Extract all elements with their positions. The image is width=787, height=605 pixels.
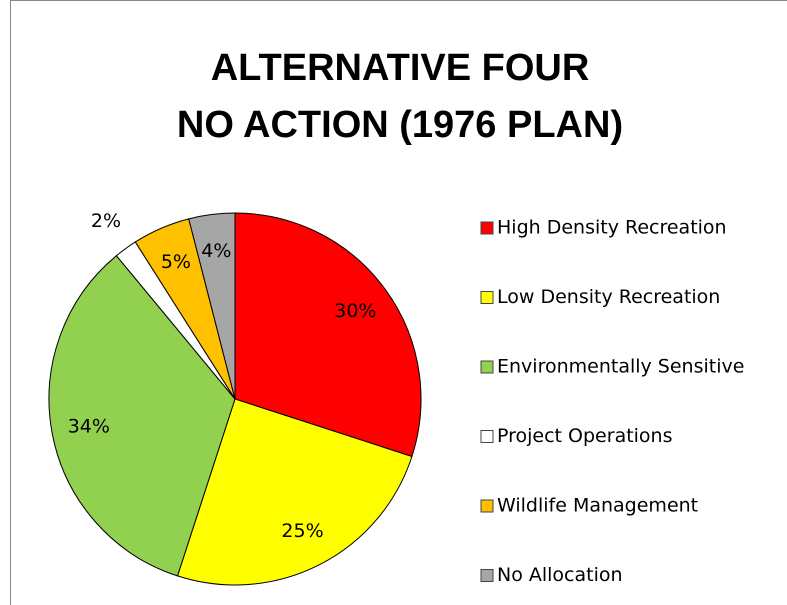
legend-label: High Density Recreation	[497, 217, 727, 239]
legend-swatch	[480, 430, 494, 443]
legend-swatch	[480, 291, 494, 304]
legend-label: Wildlife Management	[497, 495, 698, 517]
data-label: 34%	[68, 415, 110, 437]
legend-swatch	[480, 569, 494, 582]
legend-swatch	[480, 499, 494, 513]
legend-swatch	[480, 360, 494, 374]
legend-label: Project Operations	[497, 425, 673, 447]
data-label: 30%	[334, 300, 376, 322]
data-label: 25%	[281, 520, 323, 542]
chart-title: ALTERNATIVE FOUR	[211, 47, 590, 89]
legend-label: Low Density Recreation	[497, 286, 720, 308]
chart-title: NO ACTION (1976 PLAN)	[177, 104, 623, 146]
data-label: 5%	[161, 251, 191, 273]
pie-slice	[188, 212, 236, 400]
data-label: 2%	[91, 210, 121, 232]
pie-slice	[48, 254, 236, 577]
pie-slice	[234, 212, 422, 458]
legend-label: Environmentally Sensitive	[497, 356, 744, 378]
legend-swatch	[480, 221, 494, 235]
data-label: 4%	[201, 240, 231, 262]
pie-slice	[176, 398, 413, 586]
legend-label: No Allocation	[497, 564, 623, 586]
